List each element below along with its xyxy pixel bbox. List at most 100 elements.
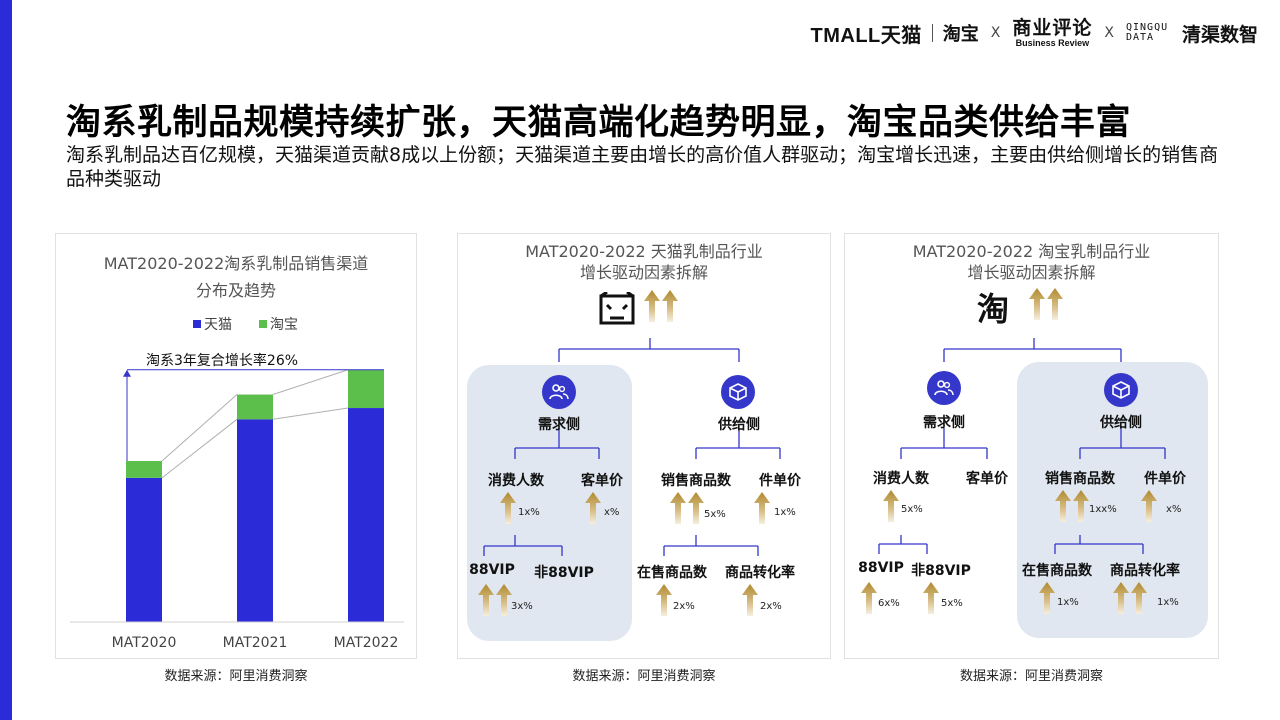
chart-source: 数据来源：阿里消费洞察 (164, 669, 308, 684)
consumers-pct: 1x% (518, 507, 540, 518)
qingqu-cn: 清渠数智 (1181, 23, 1258, 46)
tmall-cat-icon (599, 292, 635, 325)
bar-MAT2020-淘宝 (126, 460, 162, 478)
non-vip-label: 非88VIP (911, 563, 971, 579)
demand-label: 需求侧 (923, 415, 965, 431)
vip-pct: 3x% (511, 601, 533, 612)
taobao-source: 数据来源：阿里消费洞察 (959, 669, 1103, 684)
bar-MAT2021-淘宝 (237, 394, 273, 420)
consumers-growth-arrow-icon (883, 490, 899, 522)
bar-MAT2020-天猫 (126, 477, 162, 622)
unit-price-label: 件单价 (759, 473, 801, 489)
tmall-panel-title: MAT2020-2022 天猫乳制品行业 增长驱动因素拆解 (458, 241, 830, 283)
products-pct: 5x% (704, 509, 726, 520)
aov-label: 客单价 (966, 471, 1008, 487)
aov-pct: x% (604, 507, 620, 518)
legend-swatch-1 (259, 320, 267, 328)
logo-x-separator: X (990, 25, 1001, 41)
business-review-cn: 商业评论 (1012, 16, 1093, 39)
conversion-label: 商品转化率 (1110, 563, 1180, 579)
unit-price-label: 件单价 (1144, 471, 1186, 487)
taobao-panel-title: MAT2020-2022 淘宝乳制品行业 增长驱动因素拆解 (845, 241, 1218, 283)
connector-top-1 (272, 369, 349, 396)
connector-mid-1 (272, 407, 349, 420)
overall-growth-arrows-icon (644, 290, 678, 322)
conversion-pct: 2x% (760, 601, 782, 612)
x-axis: MAT2020 MAT2021 MAT2022 (70, 621, 404, 651)
tmall-title-line2: 增长驱动因素拆解 (579, 263, 708, 282)
vip-label: 88VIP (858, 560, 904, 576)
growth-annotation: 淘系3年复合增长率26% (123, 352, 384, 461)
growth-annotation-text: 淘系3年复合增长率26% (146, 352, 298, 369)
people-icon (927, 371, 961, 405)
non-vip-growth-arrow-icon (923, 582, 939, 614)
x-tick-MAT2020: MAT2020 (112, 635, 177, 651)
consumers-pct: 5x% (901, 504, 923, 515)
products-pct: 1xx% (1089, 504, 1117, 515)
products-growth-arrows-icon (670, 492, 704, 524)
conversion-label: 商品转化率 (725, 565, 795, 581)
on-sale-growth-arrow-icon (656, 584, 672, 616)
tmall-tree-lines (483, 338, 781, 556)
connector-lines (161, 369, 349, 479)
on-sale-label: 在售商品数 (1022, 563, 1092, 579)
chart-title-line1: MAT2020-2022淘系乳制品销售渠道 (103, 254, 369, 273)
qingqu-logo: QINGQU DATA 清渠数智 (1126, 20, 1258, 47)
logo-divider (931, 24, 933, 42)
unit-price-pct: 1x% (774, 507, 796, 518)
stacked-bar-chart: 天猫 淘宝 淘系3年复合增长率26% MAT2020 MAT2021 MAT2022 (70, 317, 404, 651)
tmall-logo: TMALL天猫 (810, 24, 922, 47)
non-vip-pct: 5x% (941, 598, 963, 609)
conversion-pct: 1x% (1157, 597, 1179, 608)
supply-label: 供给侧 (1100, 415, 1142, 431)
conversion-growth-arrows-icon (1113, 582, 1147, 614)
box-icon (1104, 373, 1138, 407)
products-growth-arrows-icon (1055, 490, 1089, 522)
legend-label-1: 淘宝 (270, 317, 298, 333)
connector-mid-0 (161, 418, 238, 479)
taobao-logo: 淘宝 (942, 24, 979, 45)
aov-growth-arrow-icon (585, 492, 601, 524)
page-subtitle: 淘系乳制品达百亿规模，天猫渠道贡献8成以上份额；天猫渠道主要由增长的高价值人群驱… (66, 144, 1219, 190)
taobao-title-line1: MAT2020-2022 淘宝乳制品行业 (912, 242, 1151, 261)
business-review-en: Business Review (1015, 37, 1090, 48)
qingqu-en: QINGQU DATA (1125, 22, 1169, 43)
growth-arrowhead (123, 369, 131, 377)
business-review-logo: 商业评论 Business Review (1012, 16, 1093, 48)
consumers-label: 消费人数 (488, 473, 544, 489)
taobao-tree-lines (878, 338, 1166, 554)
on-sale-pct: 1x% (1057, 597, 1079, 608)
bar-MAT2022-天猫 (348, 408, 384, 622)
page-title: 淘系乳制品规模持续扩张，天猫高端化趋势明显，淘宝品类供给丰富 (66, 103, 1132, 143)
consumers-label: 消费人数 (873, 471, 929, 487)
partner-logos: TMALL天猫 淘宝 X 商业评论 Business Review X QING… (811, 18, 1258, 48)
accent-bar (0, 0, 12, 720)
tmall-title-line1: MAT2020-2022 天猫乳制品行业 (525, 242, 763, 261)
bar-MAT2021-天猫 (237, 419, 273, 622)
x-tick-MAT2022: MAT2022 (334, 635, 399, 651)
taobao-driver-panel: MAT2020-2022 淘宝乳制品行业 增长驱动因素拆解 淘 需求侧 供给侧 … (844, 233, 1219, 659)
vip-growth-arrow-icon (861, 582, 877, 614)
chart-legend: 天猫 淘宝 (193, 317, 298, 333)
unit-price-growth-arrow-icon (1141, 490, 1157, 522)
on-sale-label: 在售商品数 (637, 565, 707, 581)
taobao-logo-icon: 淘 (977, 290, 1010, 328)
unit-price-growth-arrow-icon (754, 492, 770, 524)
chart-title-line2: 分布及趋势 (195, 281, 276, 300)
products-sold-label: 销售商品数 (661, 473, 731, 489)
products-sold-label: 销售商品数 (1045, 471, 1115, 487)
consumers-growth-arrow-icon (500, 492, 516, 524)
bar-MAT2022-淘宝 (348, 369, 384, 409)
x-tick-MAT2021: MAT2021 (223, 635, 288, 651)
non-vip-label: 非88VIP (534, 565, 594, 581)
demand-label: 需求侧 (538, 417, 580, 433)
unit-price-pct: x% (1166, 504, 1182, 515)
bars (126, 369, 384, 622)
on-sale-growth-arrow-icon (1039, 582, 1055, 614)
taobao-title-line2: 增长驱动因素拆解 (967, 263, 1096, 282)
people-icon (542, 375, 576, 409)
legend-label-0: 天猫 (204, 317, 232, 333)
conversion-growth-arrow-icon (742, 584, 758, 616)
tmall-source: 数据来源：阿里消费洞察 (572, 669, 716, 684)
supply-label: 供给侧 (718, 417, 760, 433)
